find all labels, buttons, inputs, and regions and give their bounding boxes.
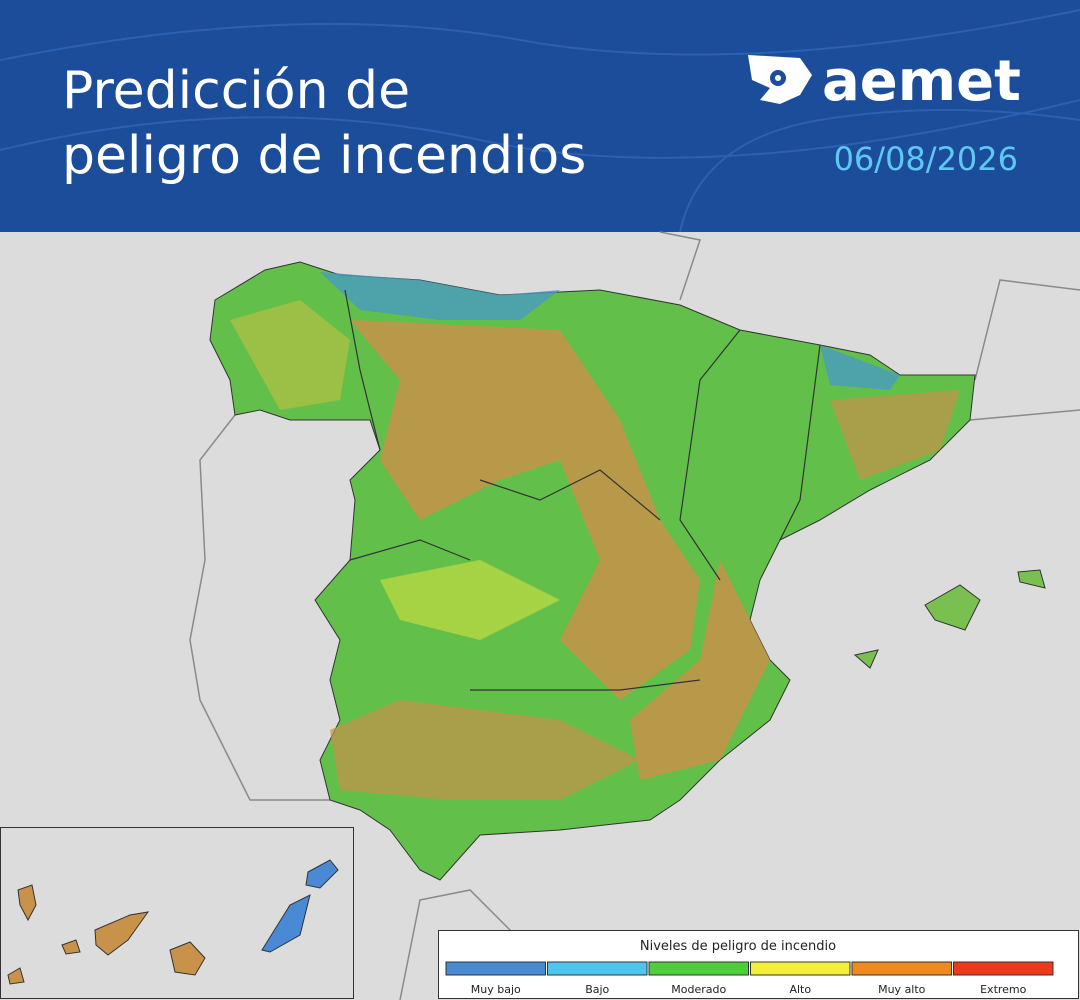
logo-text: aemet [822, 49, 1021, 114]
peninsula-map [209, 261, 1046, 881]
legend-title: Niveles de peligro de incendio [640, 939, 836, 954]
title-line: Predicción de [62, 61, 410, 121]
date: 06/08/2026 [834, 140, 1018, 178]
borders [189, 231, 1080, 1000]
legend-swatch [851, 961, 952, 976]
legend-swatch [445, 961, 546, 976]
legend-label: Alto [789, 983, 811, 996]
legend-swatch [953, 961, 1054, 976]
canary-islands [7, 859, 339, 985]
header-decoration [0, 9, 1080, 233]
logo-icon [748, 55, 812, 104]
header-bg [0, 0, 1080, 232]
legend-swatch [547, 961, 648, 976]
legend-swatch [750, 961, 851, 976]
legend-items: Muy bajo Bajo Moderado Alto Muy alto Extremo [445, 961, 1054, 996]
legend-label: Extremo [980, 983, 1027, 996]
legend-label: Muy bajo [471, 983, 521, 996]
legend-label: Moderado [671, 983, 726, 996]
legend-label: Bajo [585, 983, 609, 996]
legend-swatch [648, 961, 749, 976]
title-line: peligro de incendios [62, 126, 586, 186]
legend-label: Muy alto [878, 983, 926, 996]
